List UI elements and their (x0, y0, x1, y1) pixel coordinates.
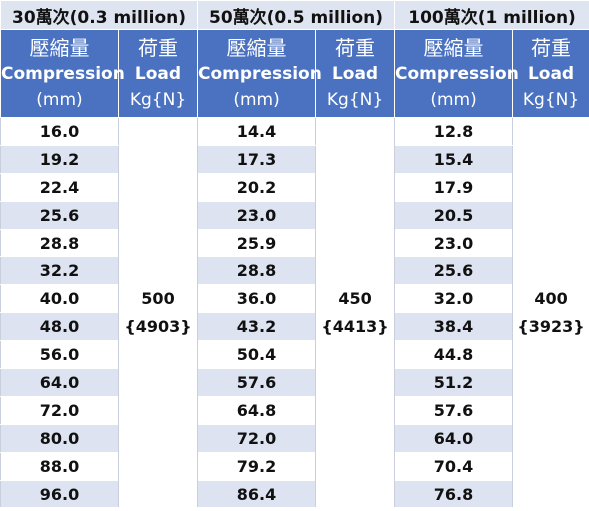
compression-header-2: 壓縮量 Compression (mm) (394, 29, 519, 118)
table-row: 64.0 57.6 51.2 (0, 368, 589, 397)
load-header-unit: Kg{N} (326, 89, 384, 110)
compression-header-cjk: 壓縮量 (29, 35, 90, 60)
load-header-0: 荷重 Load Kg{N} (117, 29, 199, 118)
load-header-cjk: 荷重 (531, 35, 572, 60)
compression-cell: 20.2 (197, 172, 317, 202)
compression-cell: 12.8 (394, 117, 514, 146)
load-header-2: 荷重 Load Kg{N} (512, 29, 589, 118)
compression-cell: 64.0 (394, 423, 514, 453)
compression-cell: 72.0 (0, 395, 119, 425)
table-row: 32.2 28.8 25.6 (0, 256, 589, 286)
compression-cell: 79.2 (197, 451, 317, 481)
compression-cell: 25.9 (197, 228, 317, 258)
load-kg-value: 450 (338, 288, 372, 308)
compression-cell: 72.0 (197, 423, 317, 453)
table-row: 19.2 17.3 15.4 (0, 144, 589, 174)
load-cell-1: 450 {4413} (315, 116, 396, 509)
table-row: 56.0 50.4 44.8 (0, 340, 589, 370)
compression-cell: 64.8 (197, 395, 317, 425)
table-row: 25.6 23.0 20.5 (0, 200, 589, 230)
load-cell-0: 500 {4903} (117, 116, 199, 509)
load-header-cjk: 荷重 (335, 35, 376, 60)
table-row: 96.0 86.4 76.8 (0, 479, 589, 509)
compression-cell: 32.2 (0, 256, 119, 286)
compression-cell: 17.3 (197, 144, 317, 174)
compression-cell: 64.0 (0, 368, 119, 397)
compression-cell: 88.0 (0, 451, 119, 481)
compression-cell: 25.6 (0, 200, 119, 230)
group-title-2: 100萬次(1 million) (394, 0, 589, 30)
table-row: 22.4 20.2 17.9 (0, 172, 589, 202)
table-row: 72.0 64.8 57.6 (0, 395, 589, 425)
compression-cell: 15.4 (394, 144, 514, 174)
load-header-cjk: 荷重 (138, 35, 178, 60)
load-header-1: 荷重 Load Kg{N} (315, 29, 396, 118)
compression-cell: 51.2 (394, 368, 514, 397)
group-title-1: 50萬次(0.5 million) (197, 0, 396, 30)
load-header-en: Load (527, 63, 575, 84)
compression-cell: 19.2 (0, 144, 119, 174)
compression-cell: 86.4 (197, 479, 317, 509)
compression-cell: 80.0 (0, 423, 119, 453)
compression-cell: 38.4 (394, 312, 514, 342)
compression-cell: 57.6 (394, 395, 514, 425)
table-row: 16.0 500 {4903} 14.4 450 {4413} 12.8 400 {3923} (0, 116, 589, 509)
compression-cell: 17.9 (394, 172, 514, 202)
group-title-0: 30萬次(0.3 million) (0, 0, 199, 30)
compression-cell: 40.0 (0, 284, 119, 314)
load-kg-value: 500 (141, 288, 175, 308)
compression-header-1: 壓縮量 Compression (mm) (197, 29, 322, 118)
compression-header-en: Compression (1, 63, 125, 84)
compression-cell: 76.8 (394, 479, 514, 509)
load-newton-value: {3923} (517, 316, 585, 336)
compression-cell: 57.6 (197, 368, 317, 397)
load-header-en: Load (331, 63, 379, 84)
compression-header-en: Compression (395, 63, 519, 84)
compression-header-unit: (mm) (36, 89, 83, 110)
compression-cell: 23.0 (197, 200, 317, 230)
table-row: 28.8 25.9 23.0 (0, 228, 589, 258)
compression-cell: 28.8 (197, 256, 317, 286)
table-body: 16.0 500 {4903} 14.4 450 {4413} 12.8 400 {3923} 1… (0, 116, 589, 509)
compression-cell: 23.0 (394, 228, 514, 258)
compression-cell: 32.0 (394, 284, 514, 314)
load-header-unit: Kg{N} (522, 89, 580, 110)
compression-cell: 48.0 (0, 312, 119, 342)
compression-header-cjk: 壓縮量 (226, 35, 287, 60)
compression-cell: 56.0 (0, 340, 119, 370)
compression-cell: 28.8 (0, 228, 119, 258)
table-row: 48.0 43.2 38.4 (0, 312, 589, 342)
compression-header-cjk: 壓縮量 (423, 35, 484, 60)
load-header-unit: Kg{N} (129, 89, 187, 110)
compression-cell: 25.6 (394, 256, 514, 286)
load-header-en: Load (134, 63, 182, 84)
compression-cell: 44.8 (394, 340, 514, 370)
compression-cell: 20.5 (394, 200, 514, 230)
compression-cell: 50.4 (197, 340, 317, 370)
compression-cell: 14.4 (197, 117, 317, 146)
column-header-row: 壓縮量 Compression (mm) 荷重 Load Kg{N} 壓縮量 Compress… (0, 29, 589, 118)
compression-cell: 16.0 (0, 117, 119, 146)
load-cell-2: 400 {3923} (512, 116, 589, 509)
compression-cell: 22.4 (0, 172, 119, 202)
compression-cell: 43.2 (197, 312, 317, 342)
table-row: 88.0 79.2 70.4 (0, 451, 589, 481)
compression-header-unit: (mm) (430, 89, 477, 110)
load-kg-value: 400 (534, 288, 568, 308)
compression-header-en: Compression (198, 63, 322, 84)
table-row: 40.0 36.0 32.0 (0, 284, 589, 314)
compression-header-unit: (mm) (233, 89, 280, 110)
load-newton-value: {4413} (321, 316, 389, 336)
compression-cell: 36.0 (197, 284, 317, 314)
compression-cell: 70.4 (394, 451, 514, 481)
group-title-row: 30萬次(0.3 million) 50萬次(0.5 million) 100萬… (0, 0, 589, 30)
table-row: 80.0 72.0 64.0 (0, 423, 589, 453)
load-newton-value: {4903} (124, 316, 192, 336)
compression-header-0: 壓縮量 Compression (mm) (0, 29, 125, 118)
compression-cell: 96.0 (0, 479, 119, 509)
